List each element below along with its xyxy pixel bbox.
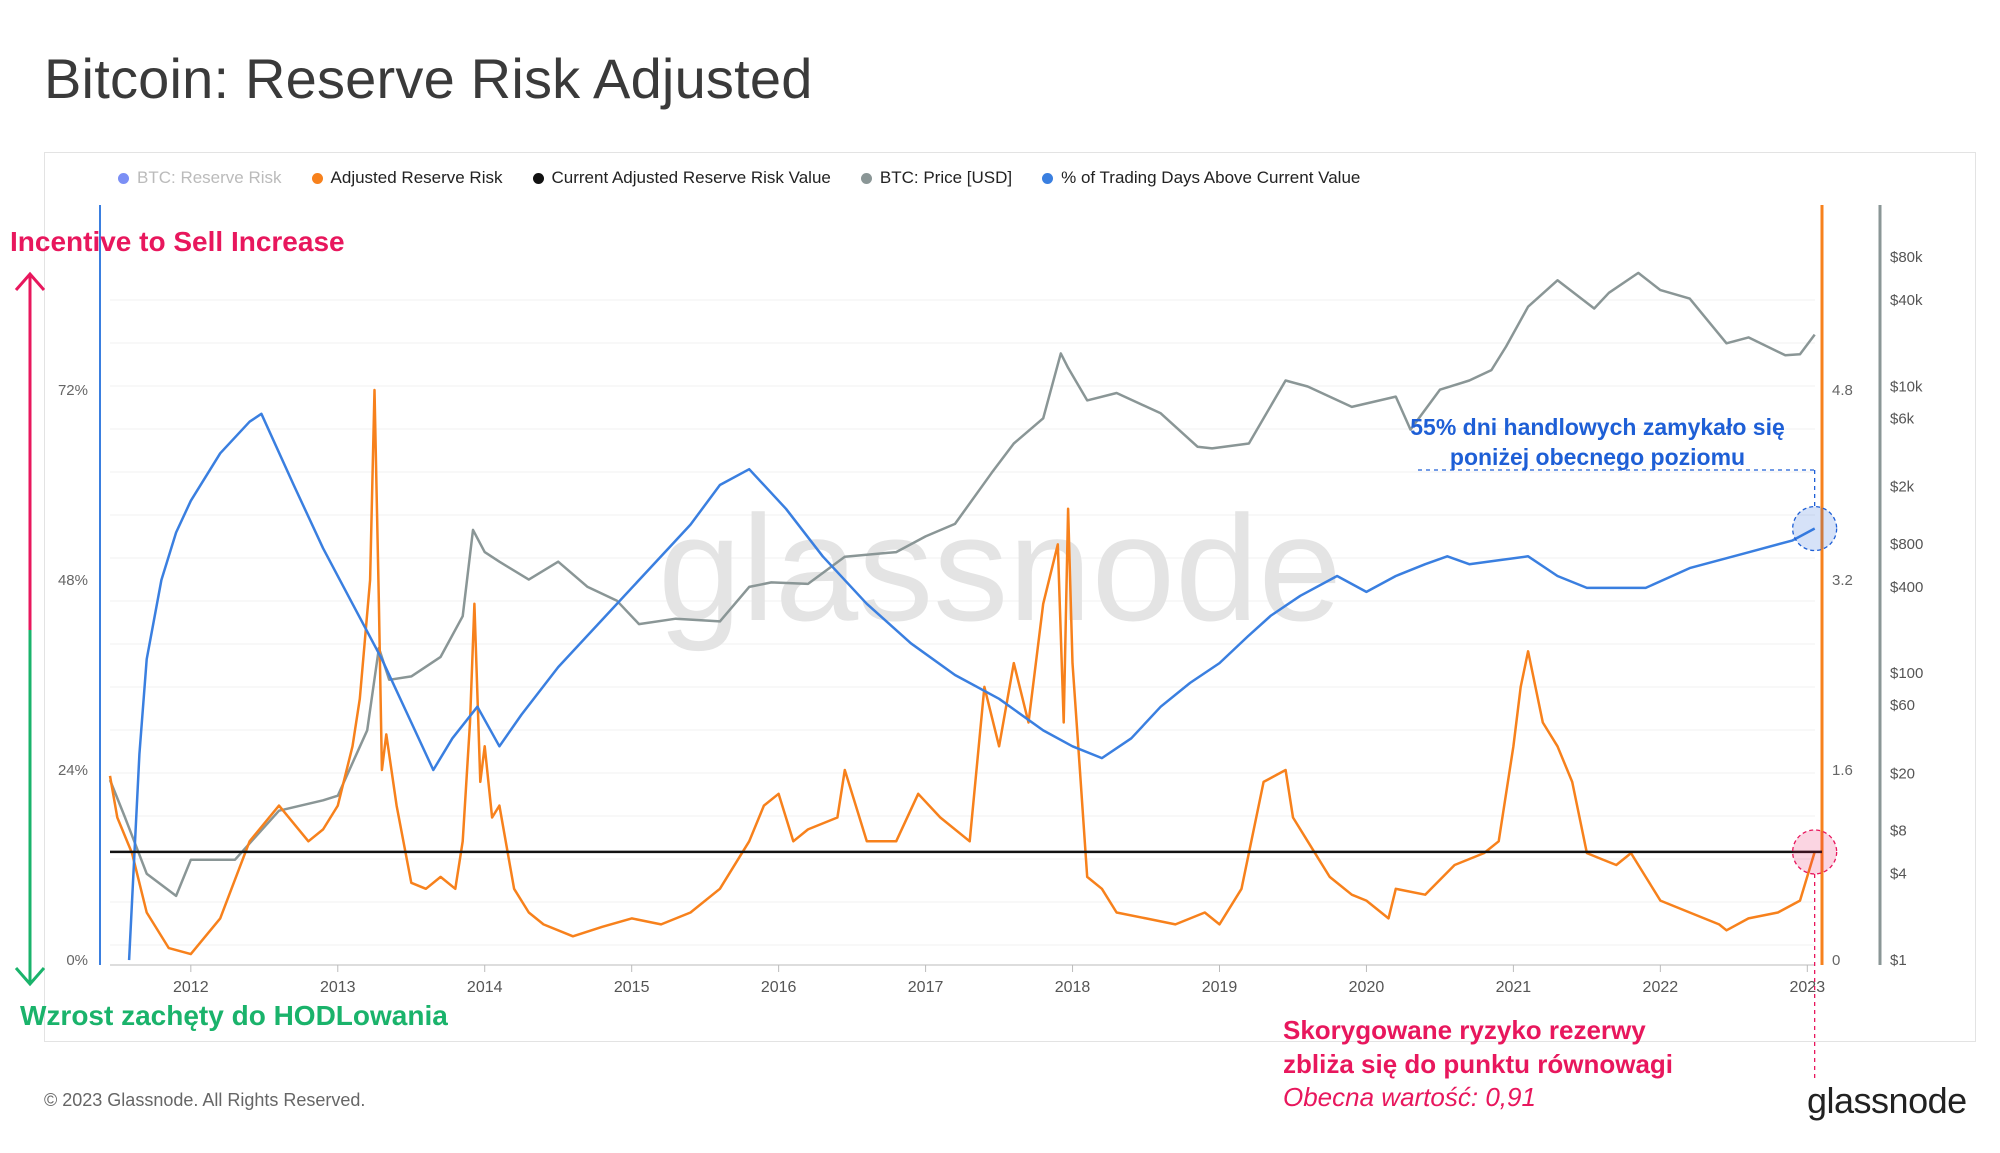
annotation-current-value-number: Obecna wartość: 0,91	[1283, 1082, 1536, 1112]
x-axis-tick-label: 2022	[1643, 979, 1679, 996]
series-line--of-trading-days-above-current-value	[127, 412, 1816, 961]
legend-item-trading-days[interactable]: % of Trading Days Above Current Value	[1042, 168, 1360, 188]
arrow-down-icon	[14, 967, 46, 987]
x-axis-tick-label: 2018	[1055, 979, 1091, 996]
copyright: © 2023 Glassnode. All Rights Reserved.	[44, 1090, 366, 1110]
legend-item-btc-price[interactable]: BTC: Price [USD]	[860, 168, 1013, 188]
left-axis-tick-label: 72%	[58, 382, 88, 399]
legend-item-adjusted-reserve-risk[interactable]: Adjusted Reserve Risk	[311, 168, 503, 188]
right-axis-tick-label: $60	[1890, 697, 1915, 714]
annotation-sell: Incentive to Sell Increase	[10, 226, 345, 257]
legend-dot-icon	[532, 172, 544, 184]
legend-label: BTC: Reserve Risk	[137, 168, 282, 187]
x-axis-tick-label: 2016	[761, 979, 797, 996]
right-axis-tick-label: $400	[1890, 579, 1923, 596]
legend-item-current-value[interactable]: Current Adjusted Reserve Risk Value	[532, 168, 831, 188]
left-axis-tick-label: 24%	[58, 762, 88, 779]
mid-axis-tick-label: 4.8	[1832, 382, 1853, 399]
right-axis-tick-label: $1	[1890, 952, 1907, 969]
right-axis-tick-label: $800	[1890, 536, 1923, 553]
x-axis-tick-label: 2012	[173, 979, 209, 996]
chart-legend: BTC: Reserve Risk Adjusted Reserve Risk …	[118, 168, 1360, 188]
mid-axis-tick-label: 1.6	[1832, 762, 1853, 779]
page-title: Bitcoin: Reserve Risk Adjusted	[44, 47, 813, 110]
x-axis-tick-label: 2017	[908, 979, 944, 996]
annotation-trading-days-line2: poniżej obecnego poziomu	[1449, 444, 1746, 470]
right-axis-tick-label: $8	[1890, 823, 1907, 840]
arrow-up-icon	[14, 271, 46, 291]
right-axis-tick-label: $4	[1890, 866, 1907, 883]
legend-dot-icon	[860, 172, 872, 184]
right-axis-tick-label: $20	[1890, 765, 1915, 782]
x-axis-tick-label: 2023	[1790, 979, 1826, 996]
left-axis-tick-label: 48%	[58, 572, 88, 589]
x-axis-tick-label: 2013	[320, 979, 356, 996]
annotation-current-line2: zbliża się do punktu równowagi	[1283, 1049, 1674, 1079]
annotation-trading-days-line1: 55% dni handlowych zamykało się	[1410, 414, 1785, 440]
legend-item-reserve-risk[interactable]: BTC: Reserve Risk	[118, 168, 282, 188]
legend-label: Adjusted Reserve Risk	[330, 168, 503, 187]
legend-dot-icon	[1042, 172, 1054, 184]
right-axis-tick-label: $6k	[1890, 410, 1915, 427]
legend-label: Current Adjusted Reserve Risk Value	[551, 168, 831, 187]
brand-logo[interactable]: glassnode	[1807, 1080, 1967, 1121]
current-percent-marker	[1792, 505, 1838, 552]
right-axis-tick-label: $2k	[1890, 479, 1915, 496]
x-axis-tick-label: 2021	[1496, 979, 1532, 996]
watermark-text: glassnode	[658, 484, 1342, 652]
current-risk-marker	[1792, 829, 1838, 875]
annotation-hodl: Wzrost zachęty do HODLowania	[20, 1000, 448, 1031]
right-axis-tick-label: $100	[1890, 665, 1923, 682]
right-axis-tick-label: $10k	[1890, 378, 1923, 395]
right-axis-tick-label: $80k	[1890, 249, 1923, 266]
legend-dot-icon	[311, 172, 323, 184]
legend-label: BTC: Price [USD]	[879, 168, 1013, 187]
series-line-adjusted-reserve-risk	[108, 388, 1816, 956]
x-axis-tick-label: 2020	[1349, 979, 1385, 996]
annotation-current-line1: Skorygowane ryzyko rezerwy	[1283, 1015, 1646, 1045]
annotation-current-value: Skorygowane ryzyko rezerwy zbliża się do…	[1283, 1013, 1673, 1081]
annotation-trading-days: 55% dni handlowych zamykało się poniżej …	[1380, 412, 1815, 472]
x-axis-tick-label: 2015	[614, 979, 650, 996]
mid-axis-tick-label: 0	[1832, 952, 1840, 969]
legend-dot-icon	[118, 172, 129, 184]
left-axis-tick-label: 0%	[66, 952, 88, 969]
right-axis-tick-label: $40k	[1890, 292, 1923, 309]
mid-axis-tick-label: 3.2	[1832, 572, 1853, 589]
x-axis-tick-label: 2019	[1202, 979, 1238, 996]
x-axis-tick-label: 2014	[467, 979, 503, 996]
legend-label: % of Trading Days Above Current Value	[1061, 168, 1361, 187]
